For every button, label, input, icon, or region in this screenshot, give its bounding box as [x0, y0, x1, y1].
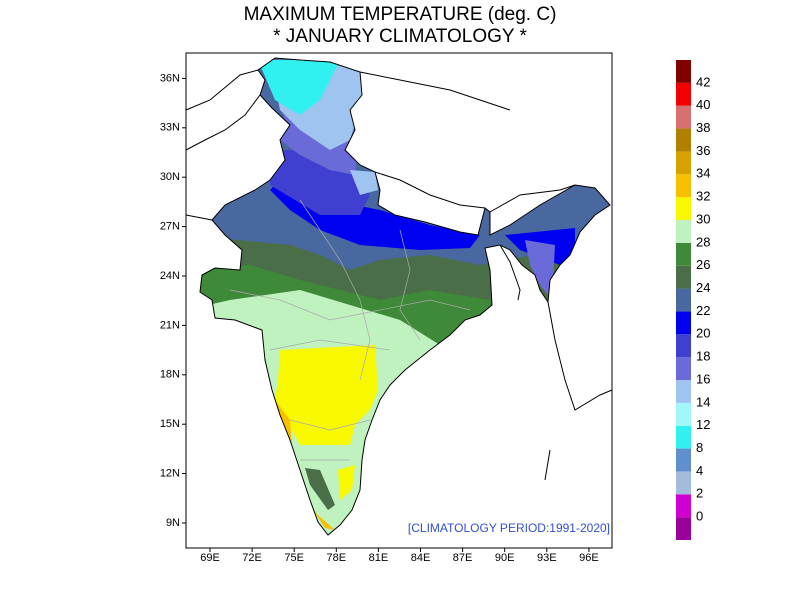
lon-label: 90E	[495, 552, 515, 564]
colorbar-box	[676, 128, 691, 152]
map-frame	[185, 52, 613, 549]
lat-label: 33N	[160, 122, 180, 134]
colorbar-label: 24	[696, 280, 710, 295]
title-line: MAXIMUM TEMPERATURE (deg. C)	[244, 4, 557, 25]
colorbar-box	[676, 471, 691, 495]
colorbar-label: 40	[696, 97, 710, 112]
colorbar-label: 2	[696, 486, 703, 501]
colorbar-box	[676, 494, 691, 518]
colorbar-label: 4	[696, 463, 703, 478]
title-line: * JANUARY CLIMATOLOGY *	[273, 26, 527, 47]
colorbar-box	[676, 517, 691, 540]
colorbar-box	[676, 357, 691, 380]
colorbar-box	[676, 402, 691, 426]
neighbor-boundaries	[185, 69, 613, 481]
lon-label: 72E	[242, 552, 262, 564]
colorbar-box	[676, 174, 691, 198]
colorbar-box	[676, 288, 691, 312]
colorbar-label: 14	[696, 394, 710, 409]
colorbar-box	[676, 448, 691, 472]
colorbar-box	[676, 380, 691, 403]
lat-label: 9N	[166, 517, 180, 529]
lon-label: 96E	[579, 552, 599, 564]
colorbar-box	[676, 197, 691, 220]
lat-label: 27N	[160, 221, 180, 233]
colorbar-label: 12	[696, 417, 710, 432]
lon-label: 78E	[327, 552, 347, 564]
colorbar-box	[676, 311, 691, 335]
colorbar-label: 16	[696, 371, 710, 386]
colorbar-box	[676, 151, 691, 175]
lat-label: 18N	[160, 369, 180, 381]
colorbar-label: 26	[696, 257, 710, 272]
lat-label: 24N	[160, 270, 180, 282]
colorbar-box	[676, 242, 691, 266]
colorbar-label: 20	[696, 326, 710, 341]
lat-label: 30N	[160, 171, 180, 183]
colorbar-label: 0	[696, 509, 703, 524]
colorbar-label: 22	[696, 303, 710, 318]
colorbar-label: 32	[696, 189, 710, 204]
colorbar-box	[676, 425, 691, 449]
lat-label: 36N	[160, 72, 180, 84]
lon-label: 84E	[411, 552, 431, 564]
lon-label: 81E	[369, 552, 389, 564]
lat-label: 15N	[160, 418, 180, 430]
colorbar-box	[676, 220, 691, 243]
colorbar-label: 28	[696, 234, 710, 249]
colorbar-label: 38	[696, 120, 710, 135]
lat-label: 21N	[160, 319, 180, 331]
colorbar-label: 34	[696, 166, 710, 181]
lon-label: 87E	[453, 552, 473, 564]
colorbar-label: 42	[696, 74, 710, 89]
colorbar-label: 30	[696, 211, 710, 226]
axes: 69E 72E 75E 78E 81E 84E 87E 90E 93E 96E 9N 12N 15N 18…	[160, 72, 599, 564]
annotation: [CLIMATOLOGY PERIOD:1991-2020]	[408, 521, 610, 535]
colorbar-label: 36	[696, 143, 710, 158]
lon-label: 75E	[284, 552, 304, 564]
colorbar-box	[676, 105, 691, 129]
colorbar-label: 8	[696, 440, 703, 455]
lon-label: 69E	[200, 552, 220, 564]
colorbar-box	[676, 82, 691, 106]
colorbar-box	[676, 60, 691, 83]
colorbar-box	[676, 265, 691, 289]
lon-label: 93E	[537, 552, 557, 564]
lat-label: 12N	[160, 468, 180, 480]
colorbar-box	[676, 334, 691, 358]
state-boundaries	[229, 199, 471, 461]
colorbar-label: 18	[696, 349, 710, 364]
